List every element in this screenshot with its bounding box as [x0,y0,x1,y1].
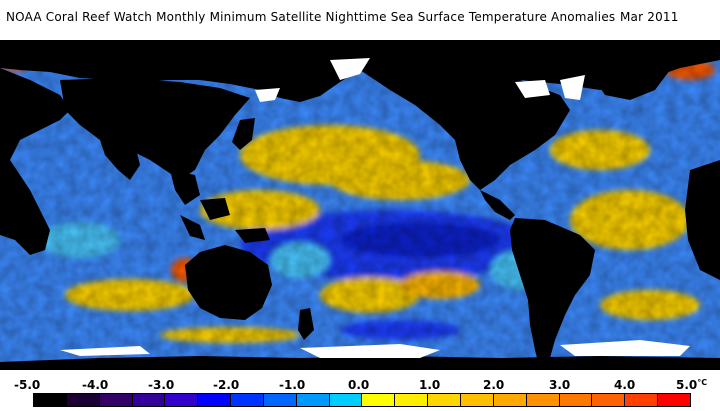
australia [185,245,272,320]
colorbar [33,393,691,407]
colorbar-swatch [198,394,232,406]
se-asia [170,170,200,205]
colorbar-swatch [428,394,461,406]
colorbar-swatch [493,394,527,406]
title-text: NOAA Coral Reef Watch Monthly Minimum Sa… [6,10,616,24]
tick-label: -4.0 [82,378,109,392]
sea-ice [60,58,690,358]
colorbar-swatch [165,394,199,406]
colorbar-swatch [362,394,396,406]
new-zealand [298,308,314,340]
central-america [480,190,515,220]
antarctic-ice-3 [60,346,150,356]
colorbar-labels: -5.0 -4.0 -3.0 -2.0 -1.0 0.0 1.0 2.0 3.0… [0,378,720,392]
colorbar-swatch [34,394,67,406]
arctic-land [0,40,720,102]
colorbar-swatch [329,394,363,406]
africa-europe [0,68,70,255]
okhotsk-ice [255,88,280,102]
colorbar-swatch [132,394,166,406]
tick-label: 0.0 [348,378,370,392]
hudson-ice [515,80,550,98]
tick-label: -1.0 [279,378,306,392]
colorbar-swatch [296,394,330,406]
tick-label: -2.0 [213,378,240,392]
japan [232,118,255,150]
map-title: NOAA Coral Reef Watch Monthly Minimum Sa… [0,10,720,30]
sumatra [180,215,205,240]
antarctic-ice-1 [300,344,440,358]
labrador-ice [560,75,585,100]
tick-label: 3.0 [549,378,571,392]
tick-label: 1.0 [419,378,441,392]
north-america [360,66,570,190]
borneo [200,198,230,220]
asia [60,78,250,180]
colorbar-swatch [625,394,659,406]
land-masses [0,40,720,370]
colorbar-swatch [231,394,264,406]
tick-label: 5.0 [676,378,698,392]
colorbar-swatch [526,394,560,406]
world-map-svg [0,40,720,370]
tick-label: -5.0 [14,378,41,392]
tick-label: -3.0 [148,378,175,392]
south-america [510,218,595,370]
colorbar-swatch [592,394,626,406]
colorbar-swatch [460,394,494,406]
new-guinea [235,228,270,243]
tick-label: 2.0 [483,378,505,392]
tick-label-max: 5.0°C [676,378,707,392]
title-date: Mar 2011 [620,10,679,24]
greenland [590,58,670,100]
sst-anomaly-map [0,40,720,370]
india [100,140,140,180]
bering-ice [330,58,370,80]
africa-east [685,160,720,280]
antarctica [0,356,720,370]
colorbar-swatch [263,394,297,406]
colorbar-swatch [658,394,690,406]
colorbar-swatch [99,394,133,406]
tick-label: 4.0 [614,378,636,392]
colorbar-swatch [395,394,429,406]
unit-label: °C [697,378,708,387]
colorbar-swatch [66,394,100,406]
colorbar-swatch [559,394,593,406]
antarctic-ice-2 [560,340,690,356]
